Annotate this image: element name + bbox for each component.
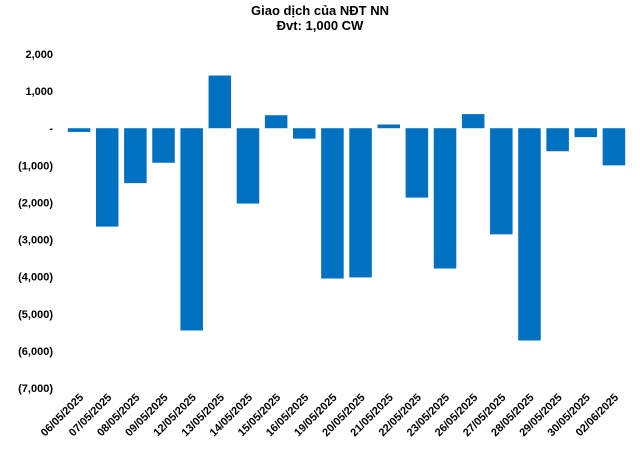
y-tick-label: (5,000) — [18, 309, 53, 321]
chart-title: Giao dịch của NĐT NN — [251, 3, 389, 18]
y-tick-label: (7,000) — [18, 383, 53, 395]
y-tick-label: 1,000 — [25, 86, 53, 98]
y-tick-label: (4,000) — [18, 272, 53, 284]
bar — [574, 128, 598, 138]
bar — [405, 128, 429, 198]
y-tick-label: - — [49, 123, 53, 135]
bar — [95, 128, 119, 227]
y-tick-label: (1,000) — [18, 160, 53, 172]
bar — [377, 124, 400, 129]
y-tick-label: (3,000) — [18, 235, 53, 247]
bar — [152, 128, 175, 163]
bar — [180, 128, 203, 331]
bar — [124, 128, 147, 184]
bar — [67, 128, 91, 132]
y-tick-label: (2,000) — [18, 197, 53, 209]
y-axis: 2,000 1,000 - (1,000) (2,000) (3,000) (4,000) (… — [18, 49, 53, 395]
bar — [236, 128, 260, 204]
bar-series — [67, 75, 626, 341]
y-tick-label: 2,000 — [25, 49, 53, 61]
bar — [293, 128, 316, 139]
bar — [208, 75, 232, 129]
bar — [321, 128, 344, 279]
bar — [433, 128, 457, 269]
chart-subtitle: Đvt: 1,000 CW — [276, 18, 364, 33]
bar — [602, 128, 626, 166]
y-tick-label: (6,000) — [18, 346, 53, 358]
bar — [518, 128, 541, 341]
bar — [546, 128, 569, 152]
x-axis: 06/05/202507/05/202508/05/202509/05/2025… — [39, 392, 621, 439]
bar — [461, 114, 485, 129]
bar — [490, 128, 513, 235]
bar — [349, 128, 372, 278]
bar — [264, 115, 288, 129]
